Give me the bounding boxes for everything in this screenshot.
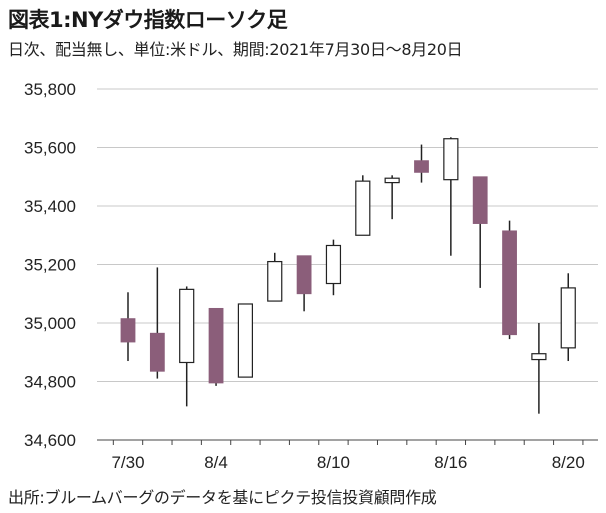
candle: [472, 176, 488, 288]
x-tick-label: 7/30: [111, 453, 144, 472]
candle: [502, 220, 517, 340]
source-note: 出所:ブルームバーグのデータを基にピクテ投信投資顧問作成: [8, 488, 437, 507]
candle-body-down: [472, 176, 488, 224]
candle: [267, 252, 283, 302]
chart-subtitle: 日次、配当無し、単位:米ドル、期間:2021年7月30日～8月20日: [8, 40, 463, 59]
candle: [384, 175, 400, 220]
candle-body-up: [531, 353, 547, 361]
candle: [120, 292, 136, 362]
y-tick-label: 34,600: [24, 431, 76, 450]
candle-body-down: [149, 332, 165, 372]
candles: [120, 137, 576, 414]
candle: [355, 175, 371, 236]
candle: [325, 239, 342, 296]
candle-body-up: [325, 244, 342, 285]
candle: [560, 273, 576, 362]
candle: [149, 267, 165, 379]
candle: [296, 255, 312, 312]
y-tick-label: 35,800: [24, 80, 76, 99]
gridlines: [97, 88, 598, 441]
candle-body-down: [296, 255, 312, 295]
y-tick-label: 35,200: [24, 256, 76, 275]
candle-body-up: [560, 287, 576, 349]
candle-body-up: [237, 303, 253, 378]
candle: [237, 303, 253, 378]
candle-body-up: [443, 138, 459, 181]
candle-body-up: [267, 260, 283, 302]
candle-body-up: [355, 180, 371, 236]
candle-body-down: [120, 318, 136, 343]
candle-body-down: [502, 230, 517, 336]
x-tick-label: 8/16: [434, 453, 467, 472]
candle: [208, 307, 224, 386]
candle: [531, 323, 547, 414]
candle-body-down: [208, 307, 224, 384]
x-axis: 7/30 8/4 8/10 8/16 8/20: [97, 439, 598, 472]
candle: [443, 137, 459, 256]
candle-body-down: [414, 160, 429, 173]
candle-body-up: [384, 177, 400, 184]
x-tick-label: 8/4: [204, 453, 228, 472]
y-tick-label: 35,600: [24, 139, 76, 158]
candle-body-up: [179, 288, 195, 364]
candle: [414, 144, 429, 183]
y-axis-tick-labels: 34,600 34,800 35,000 35,200 35,400 35,600 35,8…: [24, 80, 76, 450]
y-tick-label: 35,400: [24, 197, 76, 216]
chart-title: 図表1:NYダウ指数ローソク足: [8, 8, 288, 32]
x-tick-label: 8/10: [317, 453, 350, 472]
y-tick-label: 35,000: [24, 314, 76, 333]
y-tick-label: 34,800: [24, 373, 76, 392]
x-tick-label: 8/20: [552, 453, 585, 472]
candle: [179, 286, 195, 407]
